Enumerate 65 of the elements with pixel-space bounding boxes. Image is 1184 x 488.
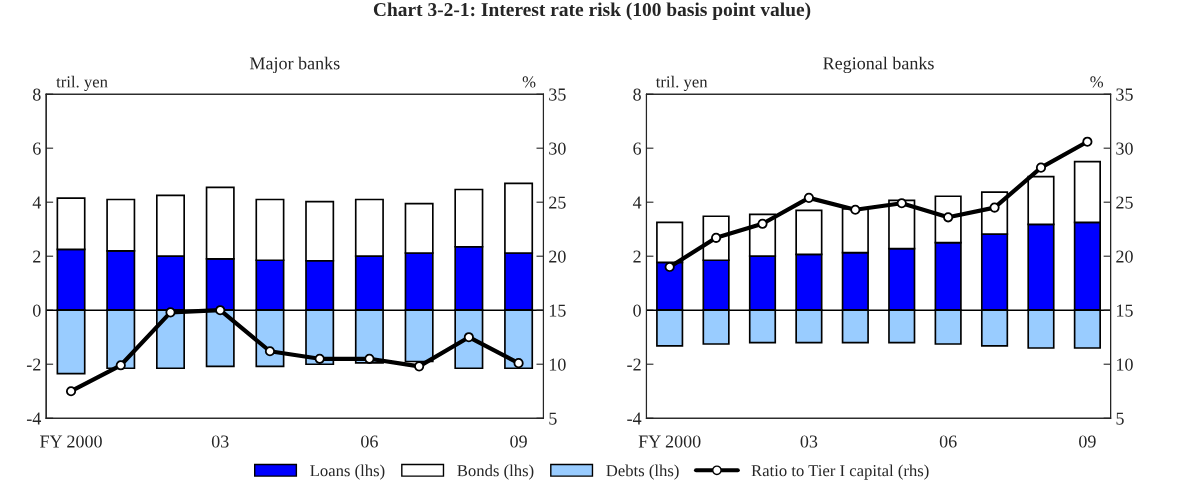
text: Chart 3-2-1: Interest rate risk (100 basis point value) <box>373 2 811 21</box>
y2-tick-label: 20 <box>549 250 566 263</box>
y2-tick-label: 25 <box>1116 196 1133 209</box>
y-tick-label: 6 <box>33 142 41 155</box>
y2-tick-label: 30 <box>549 142 566 155</box>
point <box>264 346 276 357</box>
y-tick-label: 4 <box>32 196 42 209</box>
chart-subtitle: Major banks <box>249 56 340 74</box>
legend-label: Bonds (lhs) <box>457 464 534 480</box>
point <box>896 198 907 209</box>
legend-label: Debts (lhs) <box>606 464 679 480</box>
point <box>65 386 77 397</box>
point <box>1082 136 1093 147</box>
y-tick-label: 2 <box>633 250 641 263</box>
x-tick-label: 09 <box>1079 435 1096 448</box>
y2-tick-label: 30 <box>1116 142 1133 155</box>
y2-tick-label: 35 <box>549 88 566 101</box>
x-tick-label: FY 2000 <box>40 435 102 448</box>
y-tick-label: 8 <box>32 88 41 101</box>
x-tick-label: FY 2000 <box>638 435 701 448</box>
y-tick-label: 4 <box>632 196 642 209</box>
point <box>711 232 722 243</box>
point <box>1035 162 1047 173</box>
chart-subtitle: Regional banks <box>823 56 934 74</box>
point <box>314 353 325 364</box>
legend-label: Ratio to Tier I capital (rhs) <box>751 464 929 480</box>
y-tick-label: 0 <box>633 304 641 317</box>
x-tick-label: 03 <box>800 435 818 448</box>
y-tick-label: -2 <box>26 358 41 371</box>
point <box>215 305 226 316</box>
y-axis-title: tril. yen <box>655 75 708 91</box>
y-tick-label: 6 <box>633 142 642 155</box>
y2-tick-label: 15 <box>1117 304 1133 317</box>
x-tick-label: 03 <box>211 435 229 448</box>
legend-label: Loans (lhs) <box>310 464 385 480</box>
point <box>165 307 176 318</box>
point <box>115 360 126 371</box>
x-tick-label: 06 <box>939 435 957 448</box>
y2-tick-label: 25 <box>549 196 566 209</box>
y-axis-title: tril. yen <box>56 75 108 91</box>
point <box>463 332 474 343</box>
point <box>803 192 814 203</box>
y2-tick-label: 10 <box>1117 358 1133 371</box>
x-tick-label: 09 <box>510 435 527 448</box>
y2-tick-label: 35 <box>1116 88 1133 101</box>
y-tick-label: 8 <box>633 88 641 101</box>
point <box>850 204 861 215</box>
y-tick-label: -4 <box>627 412 642 425</box>
x-tick-label: 06 <box>361 435 378 448</box>
y-tick-label: 0 <box>32 304 41 317</box>
y2-tick-label: 5 <box>1116 412 1124 425</box>
y-tick-label: -4 <box>26 412 42 425</box>
y2-tick-label: 20 <box>1116 250 1133 263</box>
y-tick-label: -2 <box>627 358 641 371</box>
y2-tick-label: 15 <box>549 304 566 317</box>
point <box>364 353 375 364</box>
point <box>414 361 425 372</box>
point <box>757 218 768 229</box>
y-tick-label: 2 <box>33 250 41 263</box>
y2-tick-label: 10 <box>549 358 566 371</box>
y2-axis-title: % <box>1090 76 1104 88</box>
y2-axis-title: % <box>522 76 536 88</box>
point <box>943 212 954 223</box>
point <box>513 358 524 369</box>
y2-tick-label: 5 <box>549 412 557 425</box>
